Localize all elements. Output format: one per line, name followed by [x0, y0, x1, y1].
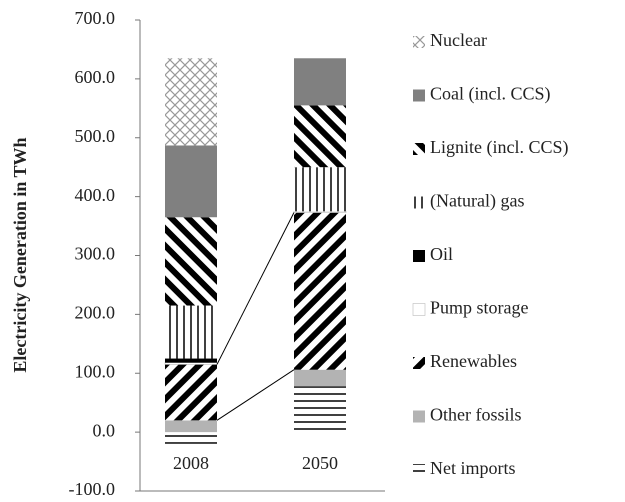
- legend-label: Oil: [430, 244, 453, 264]
- legend-label: Other fossils: [430, 405, 522, 425]
- y-tick-label: 100.0: [75, 361, 116, 381]
- y-tick-label: 600.0: [75, 67, 116, 87]
- bar-segment: [165, 420, 217, 433]
- legend-label: (Natural) gas: [430, 191, 524, 212]
- y-tick-label: 700.0: [75, 8, 116, 28]
- y-axis-label: Electricity Generation in TWh: [10, 137, 30, 372]
- bar-segment: [164, 362, 218, 365]
- y-tick-label: 0.0: [93, 420, 116, 440]
- legend-swatch: [413, 196, 425, 209]
- legend-label: Lignite (incl. CCS): [430, 137, 569, 158]
- bar-segment: [294, 58, 346, 106]
- y-tick-label: 500.0: [75, 126, 116, 146]
- bar-segment: [165, 432, 217, 444]
- y-tick-label: -100.0: [69, 479, 116, 499]
- legend-label: Renewables: [430, 351, 517, 371]
- bar-segment: [165, 364, 217, 421]
- legend-label: Net imports: [430, 458, 516, 478]
- x-tick-label: 2008: [173, 453, 209, 473]
- legend-swatch: [413, 464, 425, 476]
- legend-swatch: [413, 410, 425, 423]
- bar-segment: [165, 305, 217, 359]
- y-tick-label: 300.0: [75, 244, 116, 264]
- y-tick-label: 200.0: [75, 303, 116, 323]
- legend-swatch: [412, 303, 426, 316]
- bar-segment: [294, 167, 346, 212]
- bar-segment: [294, 386, 346, 433]
- connector: [216, 369, 295, 421]
- bar-segment: [165, 145, 217, 218]
- x-tick-label: 2050: [302, 453, 338, 473]
- bar-segment: [165, 358, 217, 363]
- legend-label: Pump storage: [430, 298, 529, 318]
- legend-swatch: [413, 89, 425, 102]
- legend-swatch: [413, 36, 425, 48]
- legend-swatch: [413, 143, 425, 155]
- connector: [216, 212, 295, 365]
- bar-segment: [165, 58, 217, 146]
- bar-segment: [294, 212, 346, 370]
- legend-label: Nuclear: [430, 30, 487, 50]
- bar-segment: [294, 105, 346, 168]
- bar-segment: [165, 217, 217, 306]
- y-tick-label: 400.0: [75, 185, 116, 205]
- legend-swatch: [413, 250, 425, 262]
- bar-segment: [293, 211, 347, 213]
- bar-segment: [294, 369, 346, 387]
- legend-swatch: [413, 357, 425, 369]
- legend-label: Coal (incl. CCS): [430, 84, 551, 105]
